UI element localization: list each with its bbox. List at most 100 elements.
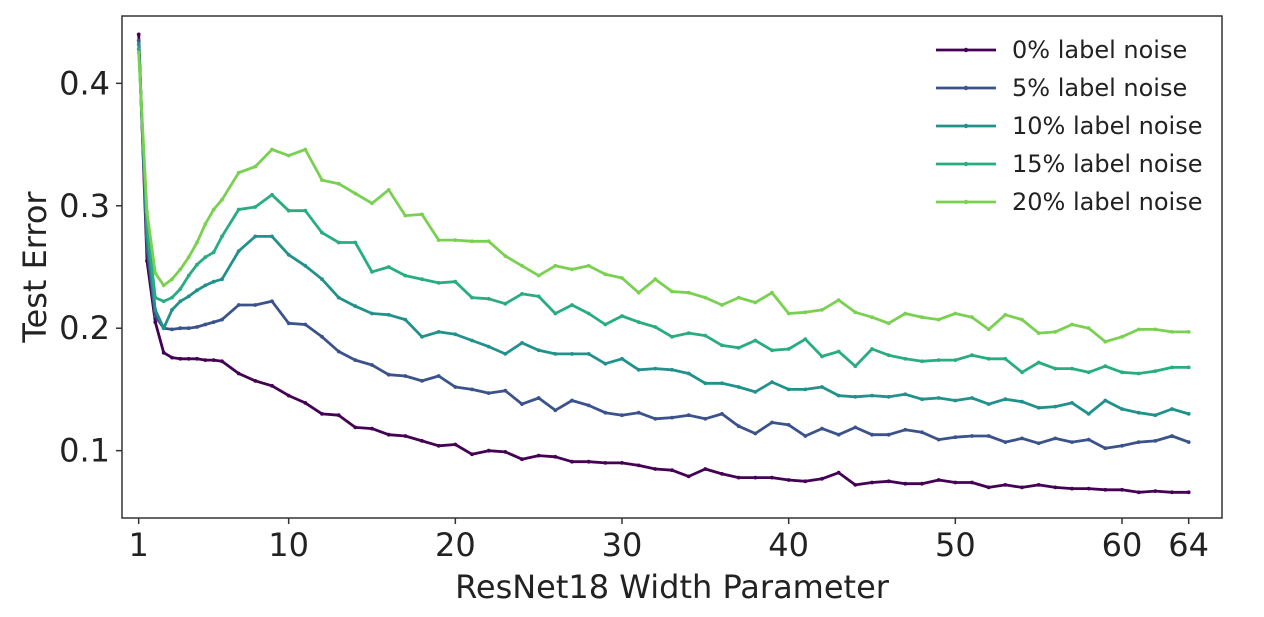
data-point	[303, 401, 308, 405]
data-point	[803, 434, 808, 438]
y-tick-label: 0.3	[59, 187, 110, 225]
data-point	[1103, 446, 1108, 451]
data-point	[720, 472, 724, 476]
data-point	[553, 454, 558, 459]
data-point	[286, 252, 291, 257]
data-point	[736, 295, 741, 300]
data-point	[320, 277, 324, 282]
data-point	[1020, 399, 1024, 404]
data-point	[186, 255, 191, 260]
data-point	[1136, 440, 1141, 444]
data-point	[195, 262, 199, 267]
data-point	[486, 239, 491, 244]
data-point	[853, 310, 858, 315]
data-point	[970, 396, 974, 400]
data-point	[553, 408, 558, 413]
data-point	[303, 147, 308, 152]
data-point	[1170, 490, 1174, 495]
data-point	[253, 205, 258, 209]
data-point	[1170, 434, 1174, 438]
data-point	[586, 403, 591, 408]
data-point	[520, 457, 524, 462]
legend-label: 5% label noise	[1012, 74, 1187, 102]
data-point	[270, 192, 274, 197]
data-point	[836, 393, 841, 398]
data-point	[786, 478, 791, 482]
data-point	[686, 474, 691, 479]
data-point	[370, 426, 374, 431]
data-point	[320, 230, 324, 235]
data-point	[1170, 330, 1174, 334]
data-point	[836, 298, 841, 302]
data-point	[1036, 331, 1041, 335]
data-point	[403, 317, 408, 322]
data-point	[453, 279, 458, 284]
data-point	[403, 434, 408, 438]
data-point	[353, 304, 358, 309]
data-point	[178, 267, 183, 272]
data-point	[353, 240, 358, 245]
series-lines	[136, 32, 1191, 495]
data-point	[220, 197, 224, 202]
data-point	[1136, 490, 1141, 495]
data-point	[686, 413, 691, 418]
data-point	[653, 325, 658, 329]
x-tick-label: 30	[602, 526, 643, 564]
data-point	[536, 348, 541, 353]
data-point	[920, 359, 924, 364]
data-point	[503, 388, 508, 393]
data-point	[270, 383, 274, 388]
data-point	[953, 398, 958, 403]
data-point	[1053, 330, 1058, 334]
data-point	[686, 331, 691, 335]
data-point	[353, 358, 358, 362]
data-point	[270, 299, 274, 304]
data-point	[1086, 370, 1091, 375]
data-point	[286, 321, 291, 326]
data-point	[370, 201, 374, 206]
data-point	[153, 308, 158, 312]
data-point	[1170, 407, 1174, 411]
data-point	[853, 364, 858, 369]
data-point	[770, 290, 774, 295]
data-point	[386, 432, 391, 437]
data-point	[1153, 327, 1158, 332]
data-point	[503, 450, 508, 454]
data-point	[1036, 441, 1041, 446]
data-point	[886, 394, 891, 399]
data-point	[1070, 366, 1074, 371]
data-point	[1186, 412, 1191, 416]
data-point	[620, 413, 624, 418]
data-point	[970, 480, 974, 485]
data-point	[153, 295, 158, 300]
data-point	[653, 416, 658, 421]
data-point	[520, 263, 524, 268]
data-point	[653, 467, 658, 471]
data-point	[320, 412, 324, 416]
data-point	[336, 240, 341, 245]
data-point	[903, 311, 908, 316]
data-point	[1120, 370, 1124, 375]
data-point	[1070, 322, 1074, 327]
data-point	[603, 322, 608, 327]
plot-frame	[121, 15, 1223, 519]
data-point	[570, 267, 574, 272]
data-point	[603, 272, 608, 277]
data-point	[170, 355, 174, 360]
data-point	[170, 295, 174, 300]
data-point	[1070, 440, 1074, 444]
data-point	[1153, 369, 1158, 373]
legend: 0% label noise 5% label noise 10% label no…	[936, 36, 1202, 216]
y-axis-label: Test Error	[16, 191, 54, 344]
data-point	[586, 263, 591, 268]
data-point	[220, 234, 224, 239]
data-point	[1020, 317, 1024, 322]
data-point	[553, 311, 558, 316]
data-point	[236, 170, 241, 175]
data-point	[736, 475, 741, 480]
data-point	[320, 334, 324, 339]
data-point	[1003, 312, 1008, 317]
data-point	[1120, 334, 1124, 339]
data-point	[1153, 489, 1158, 493]
data-point	[803, 387, 808, 392]
